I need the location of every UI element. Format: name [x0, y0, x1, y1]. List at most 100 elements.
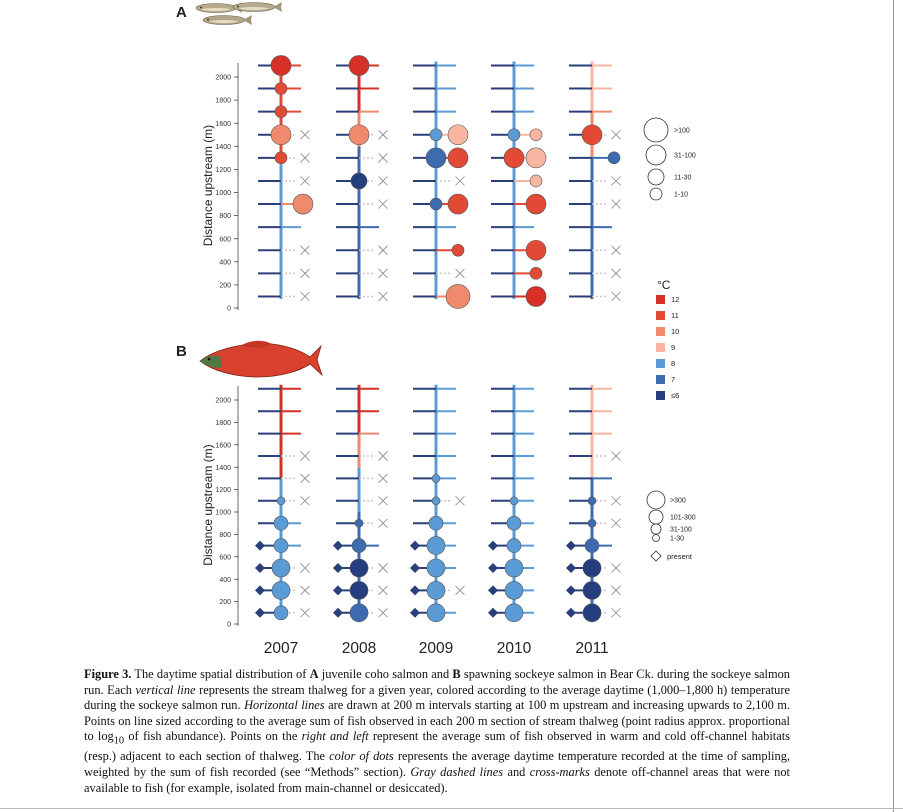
present-diamond: [410, 585, 420, 596]
x-year-label: 2010: [497, 640, 532, 657]
fish-point: [431, 474, 441, 483]
caption-text-run: of fish abundance). Points on the: [124, 729, 302, 744]
fish-point: [273, 515, 289, 531]
fish-point: [503, 147, 525, 169]
present-diamond: [333, 585, 343, 596]
fish-point: [582, 603, 602, 623]
unavailable-cross-mark: [455, 268, 465, 279]
unavailable-cross-mark: [611, 129, 621, 140]
present-diamond: [410, 607, 420, 618]
temp-legend-swatch: [656, 311, 665, 320]
caption-text-run: Gray dashed lines: [410, 765, 504, 780]
temp-legend-label: 9: [671, 343, 675, 352]
y-tick-label: 1400: [215, 144, 231, 151]
temp-legend-swatch: [656, 359, 665, 368]
temp-legend-title: °C: [657, 278, 671, 292]
y-tick-label: 1800: [215, 420, 231, 427]
size-legend-a-circle: [643, 117, 669, 143]
y-tick-label: 1600: [215, 442, 231, 449]
fish-point: [525, 193, 547, 215]
caption-text-run: represents the average daytime temperatu…: [84, 749, 790, 780]
unavailable-cross-mark: [300, 473, 310, 484]
temp-legend-swatch: [656, 375, 665, 384]
fish-point: [504, 581, 524, 600]
size-legend-b-label: >300: [670, 498, 686, 505]
caption-text-run: color of dots: [329, 749, 394, 764]
y-axis-label: Distance upstream (m): [201, 444, 215, 565]
size-legend-b-label: 1-30: [670, 536, 684, 543]
unavailable-cross-mark: [611, 518, 621, 529]
unavailable-cross-mark: [300, 563, 310, 573]
present-diamond: [410, 563, 420, 573]
sockeye-salmon-illustration: [199, 340, 323, 378]
y-tick-label: 1600: [215, 121, 231, 128]
unavailable-cross-mark: [611, 495, 621, 506]
temp-legend-swatch: [656, 391, 665, 400]
present-diamond: [566, 563, 576, 573]
fish-point: [351, 538, 367, 553]
caption-text-run: represent the average sum of fish observ…: [84, 729, 790, 764]
fish-point: [525, 239, 547, 261]
size-legend-b-circle: [652, 534, 660, 542]
unavailable-cross-mark: [378, 563, 388, 573]
unavailable-cross-mark: [378, 176, 388, 186]
fish-point: [529, 267, 543, 280]
fish-point: [582, 581, 602, 600]
unavailable-cross-mark: [300, 451, 310, 461]
caption-text-run: cross-marks: [529, 765, 590, 780]
temp-legend-label: 8: [671, 359, 675, 368]
unavailable-cross-mark: [300, 585, 310, 596]
y-tick-label: 1200: [215, 167, 231, 174]
size-legend-b-circle: [650, 523, 662, 535]
unavailable-cross-mark: [300, 152, 310, 163]
size-legend-a-circle: [649, 187, 663, 201]
figure-caption: Figure 3. The daytime spatial distributi…: [84, 667, 790, 796]
y-tick-label: 2000: [215, 75, 231, 82]
page-edge-bottom: [0, 808, 903, 809]
size-legend-a-label: 1-10: [674, 192, 688, 199]
unavailable-cross-mark: [300, 245, 310, 256]
present-diamond: [255, 585, 265, 596]
fish-point: [428, 515, 444, 531]
fish-point: [584, 538, 600, 553]
y-axis-label: Distance upstream (m): [201, 125, 215, 246]
unavailable-cross-mark: [378, 451, 388, 461]
fish-point: [350, 172, 368, 190]
size-legend-b-label: 101-300: [670, 515, 696, 522]
y-tick-label: 1800: [215, 98, 231, 105]
caption-text-run: denote off-channel areas that were not a…: [84, 765, 790, 795]
present-diamond: [488, 585, 498, 596]
caption-text-run: A: [309, 667, 319, 681]
unavailable-cross-mark: [611, 291, 621, 302]
fish-point: [582, 558, 602, 578]
fish-point: [607, 151, 621, 165]
fish-point: [529, 128, 543, 142]
fish-point: [529, 174, 543, 188]
fish-point: [271, 581, 291, 600]
fish-point: [270, 124, 292, 146]
temp-legend-label: 12: [671, 295, 679, 304]
unavailable-cross-mark: [455, 585, 465, 596]
present-diamond: [566, 585, 576, 596]
size-legend-b-label: 31-100: [670, 527, 692, 534]
fish-point: [504, 558, 524, 578]
present-diamond: [566, 607, 576, 618]
present-diamond: [566, 540, 576, 551]
x-year-label: 2009: [419, 640, 453, 657]
y-tick-label: 800: [219, 213, 231, 220]
temp-legend-label: ≤6: [671, 391, 679, 400]
fish-point: [429, 128, 443, 142]
present-legend-diamond: [650, 550, 662, 562]
unavailable-cross-mark: [300, 495, 310, 506]
y-tick-label: 0: [227, 622, 231, 629]
caption-text-run: are drawn at 200 m intervals starting at…: [84, 698, 791, 744]
unavailable-cross-mark: [611, 563, 621, 573]
unavailable-cross-mark: [611, 607, 621, 618]
panel-label-a: A: [176, 4, 187, 21]
y-tick-label: 600: [219, 554, 231, 561]
y-tick-label: 200: [219, 599, 231, 606]
y-tick-label: 600: [219, 236, 231, 243]
size-legend-a-label: 11-30: [674, 175, 691, 182]
caption-figure-label: Figure 3.: [84, 667, 132, 681]
unavailable-cross-mark: [378, 585, 388, 596]
